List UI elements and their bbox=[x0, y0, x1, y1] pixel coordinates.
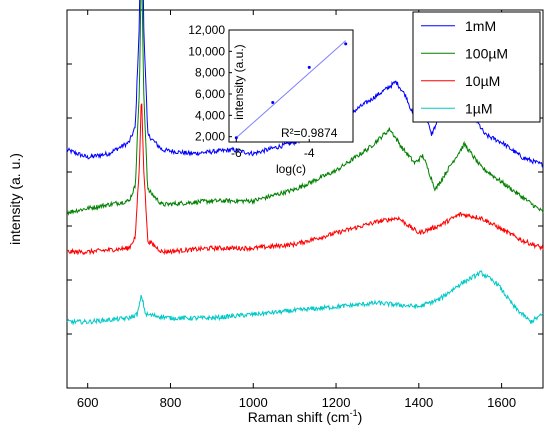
y-axis-label: intensity (a. u.) bbox=[7, 153, 23, 245]
main-plot-frame bbox=[66, 9, 544, 389]
series-line-3 bbox=[66, 270, 544, 326]
x-axis-label-close: ) bbox=[358, 409, 363, 425]
series-line-1 bbox=[66, 0, 544, 216]
x-axis-label: Raman shift (cm-1) bbox=[248, 408, 363, 425]
legend-frame bbox=[412, 11, 541, 123]
series-line-2 bbox=[66, 103, 544, 256]
legend-items: 1mM 100µM 10µM 1µM bbox=[421, 18, 508, 116]
inset-plot-frame bbox=[228, 29, 354, 143]
inset-x-axis-label: log(c) bbox=[276, 162, 306, 176]
main-plot: 600 800 1000 1200 1400 1600 Raman shift (cm-1… bbox=[7, 0, 544, 425]
legend: 1mM 100µM 10µM 1µM bbox=[412, 11, 541, 123]
inset-x-tick-label: -4 bbox=[304, 146, 315, 160]
legend-label-1: 100µM bbox=[465, 45, 508, 61]
inset-y-tick-label: 4,000 bbox=[195, 108, 225, 122]
x-tick-label: 800 bbox=[160, 395, 182, 410]
inset-x-ticks: -6 -4 bbox=[231, 139, 315, 160]
inset-y-tick-label: 12,000 bbox=[188, 23, 225, 37]
inset-point-3 bbox=[344, 42, 348, 46]
inset-plot: -6 -4 2,000 4,000 6,000 8,000 10,000 12,000 lo… bbox=[188, 23, 354, 176]
x-tick-label: 1000 bbox=[239, 395, 268, 410]
x-tick-label: 1200 bbox=[322, 395, 351, 410]
inset-point-2 bbox=[307, 65, 311, 69]
inset-y-tick-label: 6,000 bbox=[195, 87, 225, 101]
inset-y-axis-label: intensity (a.u.) bbox=[232, 44, 246, 119]
inset-point-0 bbox=[234, 136, 238, 140]
x-tick-label: 600 bbox=[77, 395, 99, 410]
inset-y-tick-label: 10,000 bbox=[188, 44, 225, 58]
legend-label-3: 1µM bbox=[465, 100, 493, 116]
legend-label-2: 10µM bbox=[465, 73, 500, 89]
inset-points bbox=[234, 42, 348, 140]
inset-point-1 bbox=[271, 101, 275, 105]
x-tick-label: 1400 bbox=[404, 395, 433, 410]
inset-x-tick-label: -6 bbox=[231, 146, 242, 160]
inset-y-tick-label: 8,000 bbox=[195, 66, 225, 80]
inset-y-tick-label: 2,000 bbox=[195, 130, 225, 144]
inset-y-ticks: 2,000 4,000 6,000 8,000 10,000 12,000 bbox=[188, 23, 232, 144]
main-x-ticks: 600 800 1000 1200 1400 1600 bbox=[77, 10, 516, 410]
x-axis-label-main: Raman shift (cm bbox=[248, 409, 350, 425]
legend-label-0: 1mM bbox=[465, 18, 496, 34]
inset-r-squared-annotation: R²=0.9874 bbox=[281, 126, 338, 140]
x-tick-label: 1600 bbox=[487, 395, 516, 410]
x-axis-label-sup: -1 bbox=[350, 408, 358, 418]
inset-fit-line bbox=[235, 40, 347, 139]
